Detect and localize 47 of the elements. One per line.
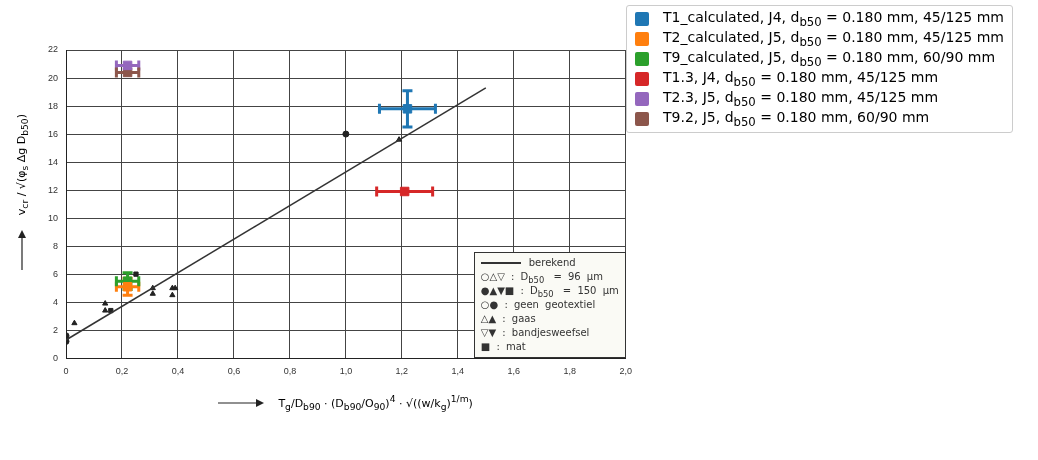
x-tick-label: 0 <box>63 366 69 377</box>
legend-label: T2_calculated, J5, d$_{b50}$ = 0.180 mm, 45/125 mm <box>663 29 1004 49</box>
x-tick-label: 0,8 <box>283 366 297 377</box>
point <box>402 104 413 114</box>
y-tick-label: 18 <box>48 100 59 111</box>
x-tick-label: 1,8 <box>563 366 577 377</box>
annotation: △▲ : gaas <box>480 312 537 327</box>
annotation: ■ : mat <box>480 340 527 355</box>
x-tick-label: 1,2 <box>395 366 409 377</box>
annotation: ▽▼ : bandjesweefsel <box>480 326 591 341</box>
point <box>133 271 139 277</box>
legend-label: T9_calculated, J5, d$_{b50}$ = 0.180 mm, 60/90 mm <box>663 49 996 69</box>
y-tick-label: 16 <box>48 128 59 139</box>
y-tick-label: 12 <box>48 184 59 195</box>
point <box>399 186 410 197</box>
legend-label: T1.3, J4, d$_{b50}$ = 0.180 mm, 45/125 mm <box>663 69 939 89</box>
x-tick-label: 2,0 <box>619 366 632 377</box>
point <box>102 300 109 306</box>
text: T$_{g}$/D$_{b90}$ · (D$_{b90}$/O$_{90}$)$^{4}$ · √((w/k$_{g}$)$^{1/m}$) <box>278 393 473 413</box>
point <box>122 282 133 292</box>
point <box>169 291 176 298</box>
y-tick-label: 22 <box>48 44 59 55</box>
point <box>122 60 133 71</box>
x-tick-label: 1,4 <box>451 366 465 377</box>
x-tick-label: 0,2 <box>115 366 129 377</box>
x-tick-label: 1,6 <box>507 366 521 377</box>
legend-label: berekend <box>528 257 576 269</box>
y-tick-label: 6 <box>53 268 59 279</box>
x-tick-label: 0,6 <box>227 366 241 377</box>
y-tick-label: 14 <box>48 156 59 167</box>
annotation: ●▲▼■ : D$_{b50}$ = 150 µm <box>480 284 619 300</box>
legend-label: T9.2, J5, d$_{b50}$ = 0.180 mm, 60/90 mm <box>663 109 930 129</box>
point <box>71 319 78 326</box>
legend-label: T1_calculated, J4, d$_{b50}$ = 0.180 mm, 45/125 mm <box>663 9 1004 29</box>
annotation: ○△▽ : D$_{b50}$ = 96 µm <box>480 270 604 286</box>
x-tick-label: 1,0 <box>339 366 353 377</box>
y-tick-label: 4 <box>53 296 59 307</box>
y-tick-label: 8 <box>53 240 59 251</box>
annotation: ○● : geen geotextiel <box>480 298 597 313</box>
x-tick-label: 0,4 <box>171 366 185 377</box>
y-tick-label: 2 <box>53 324 59 335</box>
point <box>102 307 109 313</box>
legend-label: T2.3, J5, d$_{b50}$ = 0.180 mm, 45/125 mm <box>663 89 939 109</box>
y-tick-label: 10 <box>48 212 59 223</box>
y-tick-label: 20 <box>48 72 59 83</box>
point <box>149 290 156 296</box>
y-tick-label: 0 <box>53 352 59 363</box>
